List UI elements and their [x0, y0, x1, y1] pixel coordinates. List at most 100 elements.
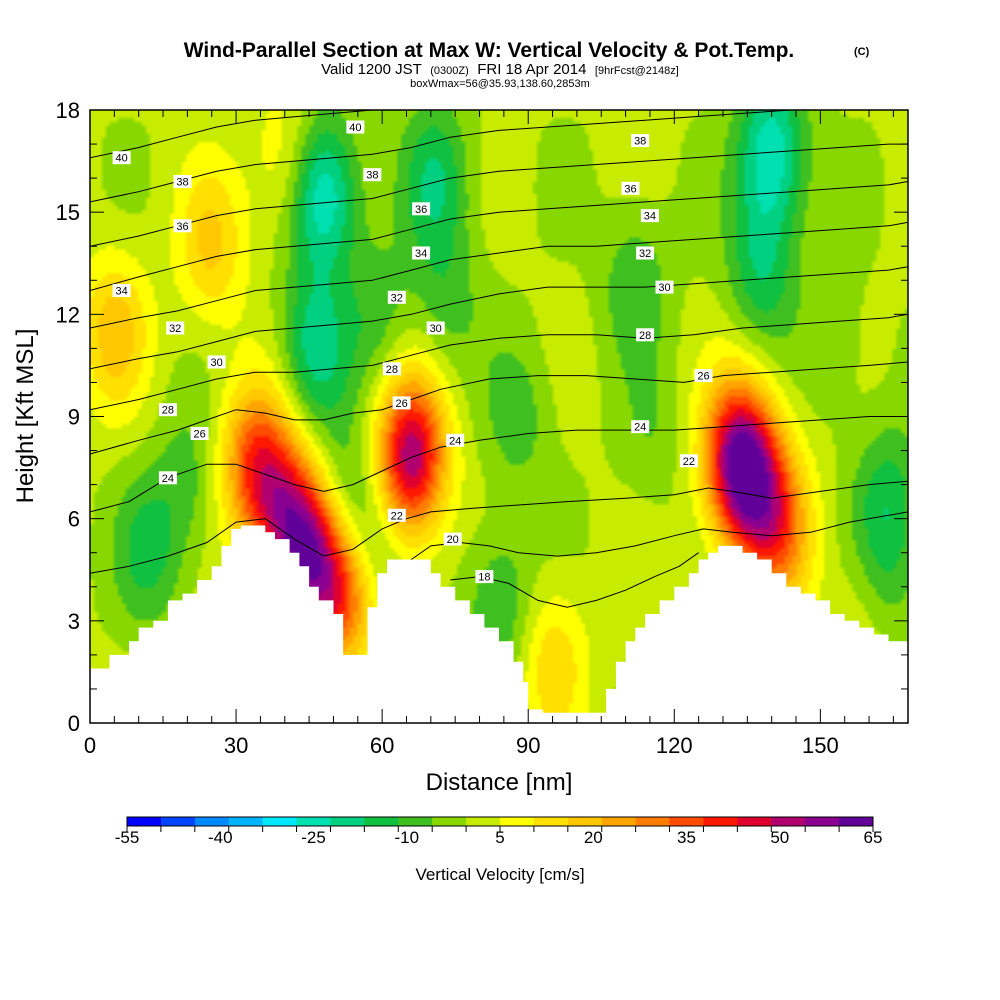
- y-tick-label: 15: [56, 200, 80, 225]
- contour-label: 30: [426, 321, 445, 335]
- contour-label-text: 38: [176, 177, 188, 189]
- contour-label-text: 18: [478, 572, 490, 584]
- chart-title: Wind-Parallel Section at Max W: Vertical…: [184, 39, 795, 62]
- colorbar-swatch: [669, 817, 704, 826]
- contour-label-text: 22: [391, 510, 403, 522]
- contour-labels: 40 38 36 34 32 30 28 26 24 40 38 36 34 32 30 28 26 24 22 20…: [112, 120, 713, 584]
- contour-label-text: 28: [162, 405, 174, 417]
- colorbar-label: -40: [208, 828, 233, 847]
- contour-label: 28: [636, 328, 655, 342]
- contour-label: 40: [112, 151, 131, 165]
- x-tick-label: 0: [84, 733, 96, 758]
- contour-label-text: 40: [349, 122, 361, 134]
- theta-contour-38: [90, 110, 792, 203]
- colorbar-swatch: [839, 817, 874, 826]
- colorbar-swatch: [703, 817, 738, 826]
- colorbar-swatch: [533, 817, 569, 826]
- x-axis-label: Distance [nm]: [426, 769, 573, 796]
- contour-label: 30: [655, 280, 674, 294]
- colorbar-label: 50: [770, 828, 789, 847]
- colorbar-swatch: [432, 817, 467, 826]
- colorbar-swatch: [160, 817, 196, 826]
- contour-label-text: 38: [366, 170, 378, 182]
- contour-label: 32: [636, 246, 655, 260]
- colorbar-label: -10: [395, 828, 420, 847]
- y-tick-label: 6: [68, 507, 80, 532]
- theta-contour-32: [90, 221, 908, 329]
- contour-label-text: 24: [162, 473, 174, 485]
- contour-label: 24: [158, 471, 177, 485]
- contour-label-text: 34: [415, 248, 427, 260]
- theta-contours: [90, 110, 908, 608]
- colorbar: [126, 816, 874, 832]
- subtitle-forecast: [9hrFcst@2148z]: [595, 65, 679, 77]
- x-tick-label: 30: [224, 733, 248, 758]
- contour-label-text: 32: [391, 292, 403, 304]
- contour-label-text: 34: [644, 211, 656, 223]
- y-tick-label: 0: [68, 711, 80, 736]
- y-tick-label: 12: [56, 302, 80, 327]
- contour-label-text: 26: [193, 429, 205, 441]
- colorbar-swatch: [635, 817, 670, 826]
- colorbar-swatch: [601, 817, 637, 826]
- contour-label-text: 34: [115, 286, 127, 298]
- contour-label-text: 28: [639, 330, 651, 342]
- chart-subtitle-box: boxWmax=56@35.93,138.60,2853m: [410, 78, 590, 90]
- contour-label: 32: [387, 290, 406, 304]
- contour-label: 24: [631, 420, 650, 434]
- colorbar-swatch: [567, 817, 603, 826]
- contour-label: 36: [412, 202, 431, 216]
- contour-label: 26: [694, 369, 713, 383]
- colorbar-swatch: [500, 817, 535, 826]
- contour-label: 26: [392, 396, 411, 410]
- x-tick-label: 60: [370, 733, 394, 758]
- contour-label-text: 36: [415, 204, 427, 216]
- contour-label-text: 24: [634, 422, 646, 434]
- contour-label-text: 30: [658, 282, 670, 294]
- y-tick-label: 18: [56, 98, 80, 123]
- contour-label: 36: [173, 219, 192, 233]
- contour-label: 18: [475, 570, 494, 584]
- colorbar-label: 5: [495, 828, 504, 847]
- copyright-mark: (C): [854, 46, 870, 58]
- contour-label: 32: [166, 321, 185, 335]
- colorbar-swatch: [262, 817, 297, 826]
- contour-label: 26: [190, 427, 209, 441]
- x-tick-label: 90: [516, 733, 540, 758]
- subtitle-valid: Valid 1200 JST: [321, 61, 422, 78]
- y-axis-label: Height [Kft MSL]: [12, 329, 39, 504]
- colorbar-swatch: [228, 817, 264, 826]
- theta-contour-26: [90, 361, 908, 455]
- colorbar-label: 35: [677, 828, 696, 847]
- contour-label: 38: [363, 168, 382, 182]
- contour-label-text: 30: [210, 357, 222, 369]
- colorbar-swatch: [466, 817, 501, 826]
- colorbar-labels: -55 -40 -25 -10 5 20 35 50 65: [115, 828, 883, 847]
- contour-label: 22: [387, 508, 406, 522]
- colorbar-label: 65: [864, 828, 883, 847]
- contour-label-text: 26: [395, 398, 407, 410]
- theta-contour-30: [90, 266, 908, 370]
- contour-label-text: 30: [430, 323, 442, 335]
- contour-label: 34: [412, 246, 431, 260]
- contour-label-text: 32: [169, 323, 181, 335]
- contour-label: 20: [443, 532, 462, 546]
- colorbar-swatch: [398, 817, 433, 826]
- contour-label-text: 38: [634, 136, 646, 148]
- x-axis: 0 30 60 90 120 150: [84, 110, 894, 758]
- contour-label-text: 36: [624, 183, 636, 195]
- theta-contour-18: [450, 552, 699, 608]
- theta-contour-24: [90, 416, 908, 513]
- contour-label-text: 36: [176, 221, 188, 233]
- colorbar-swatch: [194, 817, 230, 826]
- contour-label-text: 32: [639, 248, 651, 260]
- contour-label: 30: [207, 355, 226, 369]
- chart-subtitle: Valid 1200 JST (0300Z) FRI 18 Apr 2014 […: [321, 61, 679, 78]
- y-tick-label: 3: [68, 609, 80, 634]
- contour-label: 34: [640, 209, 659, 223]
- subtitle-date: FRI 18 Apr 2014: [477, 61, 586, 78]
- contour-label-text: 26: [697, 371, 709, 383]
- contour-label-text: 20: [447, 534, 459, 546]
